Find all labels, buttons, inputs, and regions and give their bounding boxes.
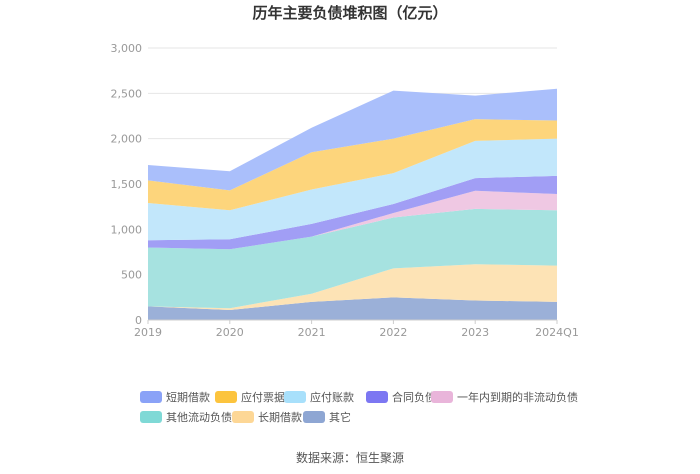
legend-label: 短期借款 <box>166 390 210 404</box>
y-tick-label: 0 <box>135 314 142 327</box>
legend-item-应付票据[interactable]: 应付票据 <box>215 390 285 404</box>
legend-item-其它[interactable]: 其它 <box>303 410 351 424</box>
legend-label: 长期借款 <box>258 410 302 424</box>
legend-swatch <box>431 391 453 403</box>
legend-item-长期借款[interactable]: 长期借款 <box>232 410 302 424</box>
area-series-合同负债 <box>148 175 557 250</box>
legend-swatch <box>232 411 254 423</box>
area-series-一年内到期的非流动负债 <box>148 190 557 250</box>
legend-label: 其它 <box>329 410 351 424</box>
chart-title: 历年主要负债堆积图（亿元） <box>252 4 447 22</box>
axes: 2019 2020 2021 2022 2023 2024Q1 <box>134 319 579 339</box>
data-source: 数据来源：恒生聚源 <box>296 450 404 465</box>
area-series-短期借款 <box>148 88 557 191</box>
legend-swatch <box>215 391 237 403</box>
legend-item-其他流动负债[interactable]: 其他流动负债 <box>140 410 232 424</box>
y-tick-label: 3,000 <box>111 42 143 55</box>
area-series-其它 <box>148 297 557 320</box>
x-tick-label: 2021 <box>298 326 326 339</box>
area-series-长期借款 <box>148 264 557 311</box>
legend-swatch <box>140 391 162 403</box>
area-series-layer <box>148 88 557 320</box>
legend-label: 应付账款 <box>310 390 354 404</box>
y-tick-label: 1,500 <box>111 178 143 191</box>
legend-label: 应付票据 <box>241 390 285 404</box>
area-series-应付账款 <box>148 138 557 241</box>
x-tick-label: 2023 <box>461 326 489 339</box>
y-tick-label: 1,000 <box>111 223 143 236</box>
legend-item-短期借款[interactable]: 短期借款 <box>140 390 210 404</box>
legend-swatch <box>284 391 306 403</box>
area-series-其他流动负债 <box>148 208 557 309</box>
y-tick-label: 2,500 <box>111 87 143 100</box>
x-tick-label: 2022 <box>379 326 407 339</box>
x-tick-label: 2019 <box>134 326 162 339</box>
legend-item-一年内到期的非流动负债[interactable]: 一年内到期的非流动负债 <box>431 390 578 404</box>
y-tick-label: 500 <box>121 269 142 282</box>
legend-swatch <box>366 391 388 403</box>
legend-label: 合同负债 <box>392 390 436 404</box>
legend-label: 其他流动负债 <box>166 410 232 424</box>
area-series-应付票据 <box>148 119 557 211</box>
x-tick-label: 2024Q1 <box>535 326 579 339</box>
y-tick-label: 2,000 <box>111 133 143 146</box>
legend-label: 一年内到期的非流动负债 <box>457 390 578 404</box>
legend-item-应付账款[interactable]: 应付账款 <box>284 390 354 404</box>
legend-swatch <box>140 411 162 423</box>
legend-item-合同负债[interactable]: 合同负债 <box>366 390 436 404</box>
x-tick-label: 2020 <box>216 326 244 339</box>
legend-swatch <box>303 411 325 423</box>
